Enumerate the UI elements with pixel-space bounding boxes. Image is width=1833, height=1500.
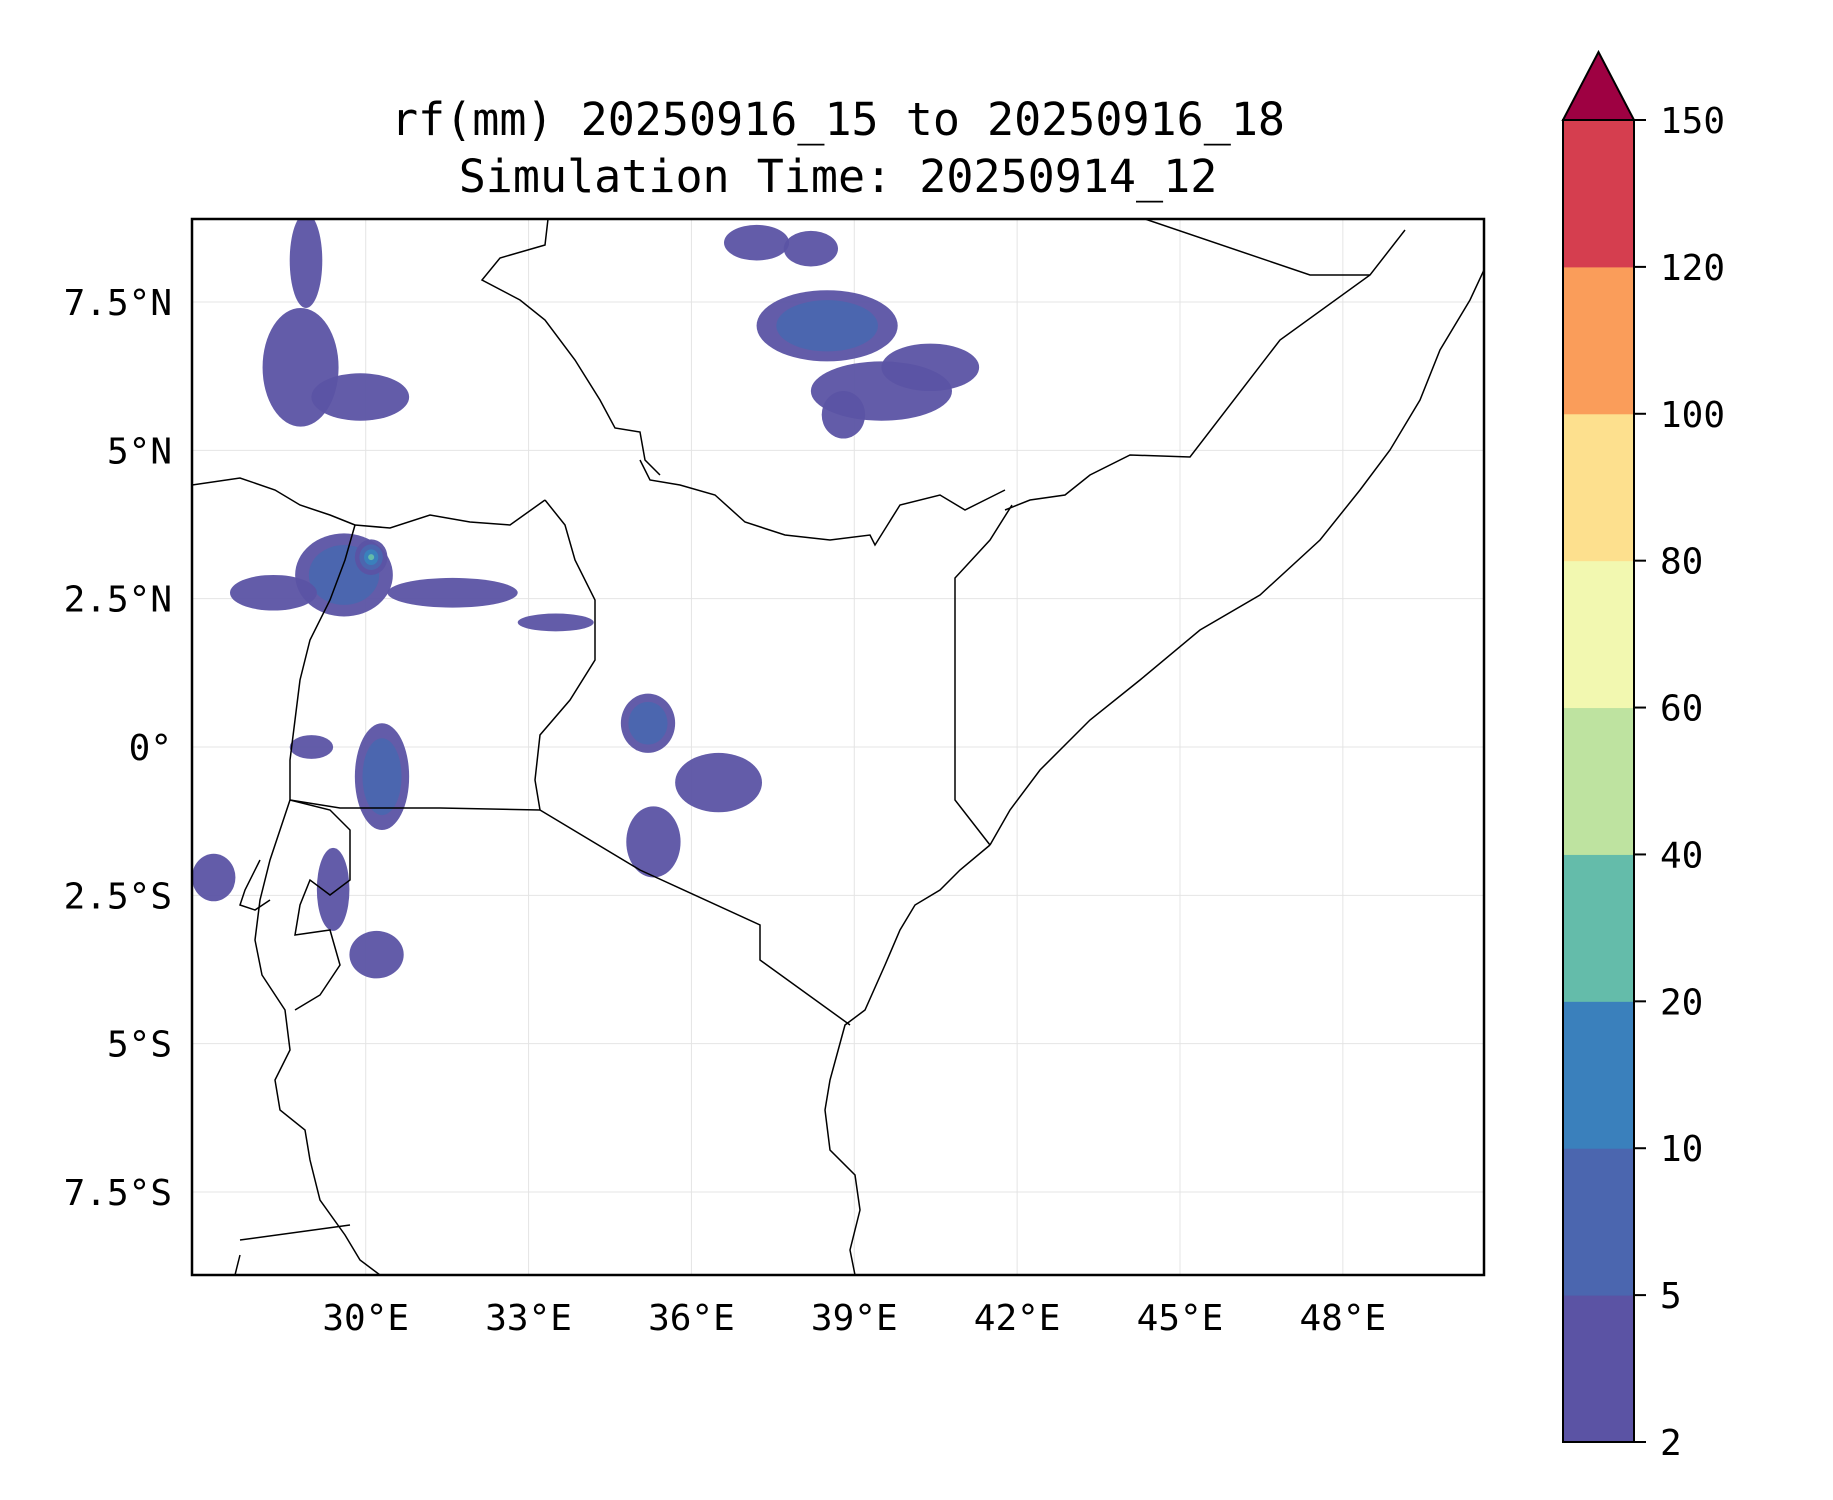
colorbar-band [1563,1295,1634,1443]
border-south-sudan [192,477,356,526]
x-tick-label: 36°E [648,1298,735,1339]
border-uganda-drc [289,524,541,811]
colorbar-band [1563,1001,1634,1149]
coastline-kenya-tanzania [824,844,991,1275]
x-tick-label: 33°E [485,1298,572,1339]
colorbar-tick-label: 150 [1660,101,1725,142]
map-gridlines [192,219,1484,1275]
rain-cell [783,230,838,267]
y-tick-label: 5°N [107,431,172,472]
border-rwanda [239,859,271,911]
rain-cell [192,853,236,902]
rain-cell [626,806,681,878]
rain-cell [675,752,762,813]
y-tick-label: 2.5°S [64,876,172,917]
colorbar-ticks: 2 5 10 20 40 60 80 100 120 150 [1634,101,1725,1464]
rainfall-field [192,219,980,979]
colorbar-tick-label: 100 [1660,395,1725,436]
border-ethiopia-somalia [1004,229,1406,511]
title-line-2: Simulation Time: 20250914_12 [459,150,1218,203]
colorbar-tick-label: 40 [1660,835,1703,876]
border-south [239,1224,351,1241]
x-tick-label: 39°E [811,1298,898,1339]
colorbar-band [1563,266,1634,415]
x-tick-label: 45°E [1137,1298,1224,1339]
colorbar: 2 5 10 20 40 60 80 100 120 150 [1561,49,1725,1464]
map-panel: 30°E 33°E 36°E 39°E 42°E 45°E 48°E 7.5°N 5°N 2.5… [64,217,1486,1339]
border-kenya-somalia [954,504,1013,846]
rain-cell [349,930,404,979]
border-uganda-kenya [534,499,596,811]
y-tick-label: 5°S [107,1025,172,1066]
x-tick-label: 30°E [322,1298,409,1339]
colorbar-tick-label: 10 [1660,1129,1703,1170]
colorbar-band [1563,120,1634,268]
colorbar-band [1563,707,1634,855]
rain-cell [289,219,323,308]
y-tick-label: 7.5°S [64,1173,172,1214]
x-tick-label: 42°E [974,1298,1061,1339]
colorbar-tick-label: 120 [1660,248,1725,289]
rain-cell-core [628,701,668,745]
border-ethiopia-kenya [639,459,1006,547]
rain-cell [881,343,980,392]
border-north [1144,219,1370,276]
rain-cell [387,577,518,608]
y-axis-ticks: 7.5°N 5°N 2.5°N 0° 2.5°S 5°S 7.5°S [64,283,172,1214]
colorbar-tick-label: 20 [1660,982,1703,1023]
rain-cell [316,847,350,931]
rain-cell [517,613,594,632]
rain-cell-core [776,300,878,352]
lake-tanganyika-outline [254,799,381,1275]
colorbar-band [1563,854,1634,1002]
x-axis-ticks: 30°E 33°E 36°E 39°E 42°E 45°E 48°E [322,1298,1386,1339]
colorbar-band [1563,560,1634,709]
colorbar-tick-label: 2 [1660,1423,1682,1464]
title-line-1: rf(mm) 20250916_15 to 20250916_18 [391,93,1285,146]
border-uganda-south-sudan [354,499,546,529]
border-ethiopia-sudan [480,219,661,476]
rain-cell [724,224,790,261]
y-tick-label: 2.5°N [64,580,172,621]
border-southwest [234,1254,241,1275]
border-rwanda-burundi [289,799,351,1011]
colorbar-tick-label: 5 [1660,1276,1682,1317]
colorbar-tick-label: 80 [1660,542,1703,583]
colorbar-band [1563,413,1634,562]
y-tick-label: 0° [129,728,172,769]
x-tick-label: 48°E [1300,1298,1387,1339]
coastlines-and-borders [192,219,1484,1275]
y-tick-label: 7.5°N [64,283,172,324]
rain-cell-core [368,554,375,561]
colorbar-tick-label: 60 [1660,689,1703,730]
coastline-somalia [989,269,1484,846]
colorbar-extend-arrow [1561,49,1636,121]
rain-cell-core [362,738,402,816]
colorbar-frame [1562,119,1635,1443]
rain-cell [311,373,410,421]
rain-cell [229,574,317,611]
colorbar-bands [1563,120,1634,1443]
map-frame [190,217,1486,1277]
border-kenya-tanzania [539,809,851,1026]
rain-cell [821,391,866,439]
colorbar-band [1563,1148,1634,1296]
rain-cell [289,735,334,759]
